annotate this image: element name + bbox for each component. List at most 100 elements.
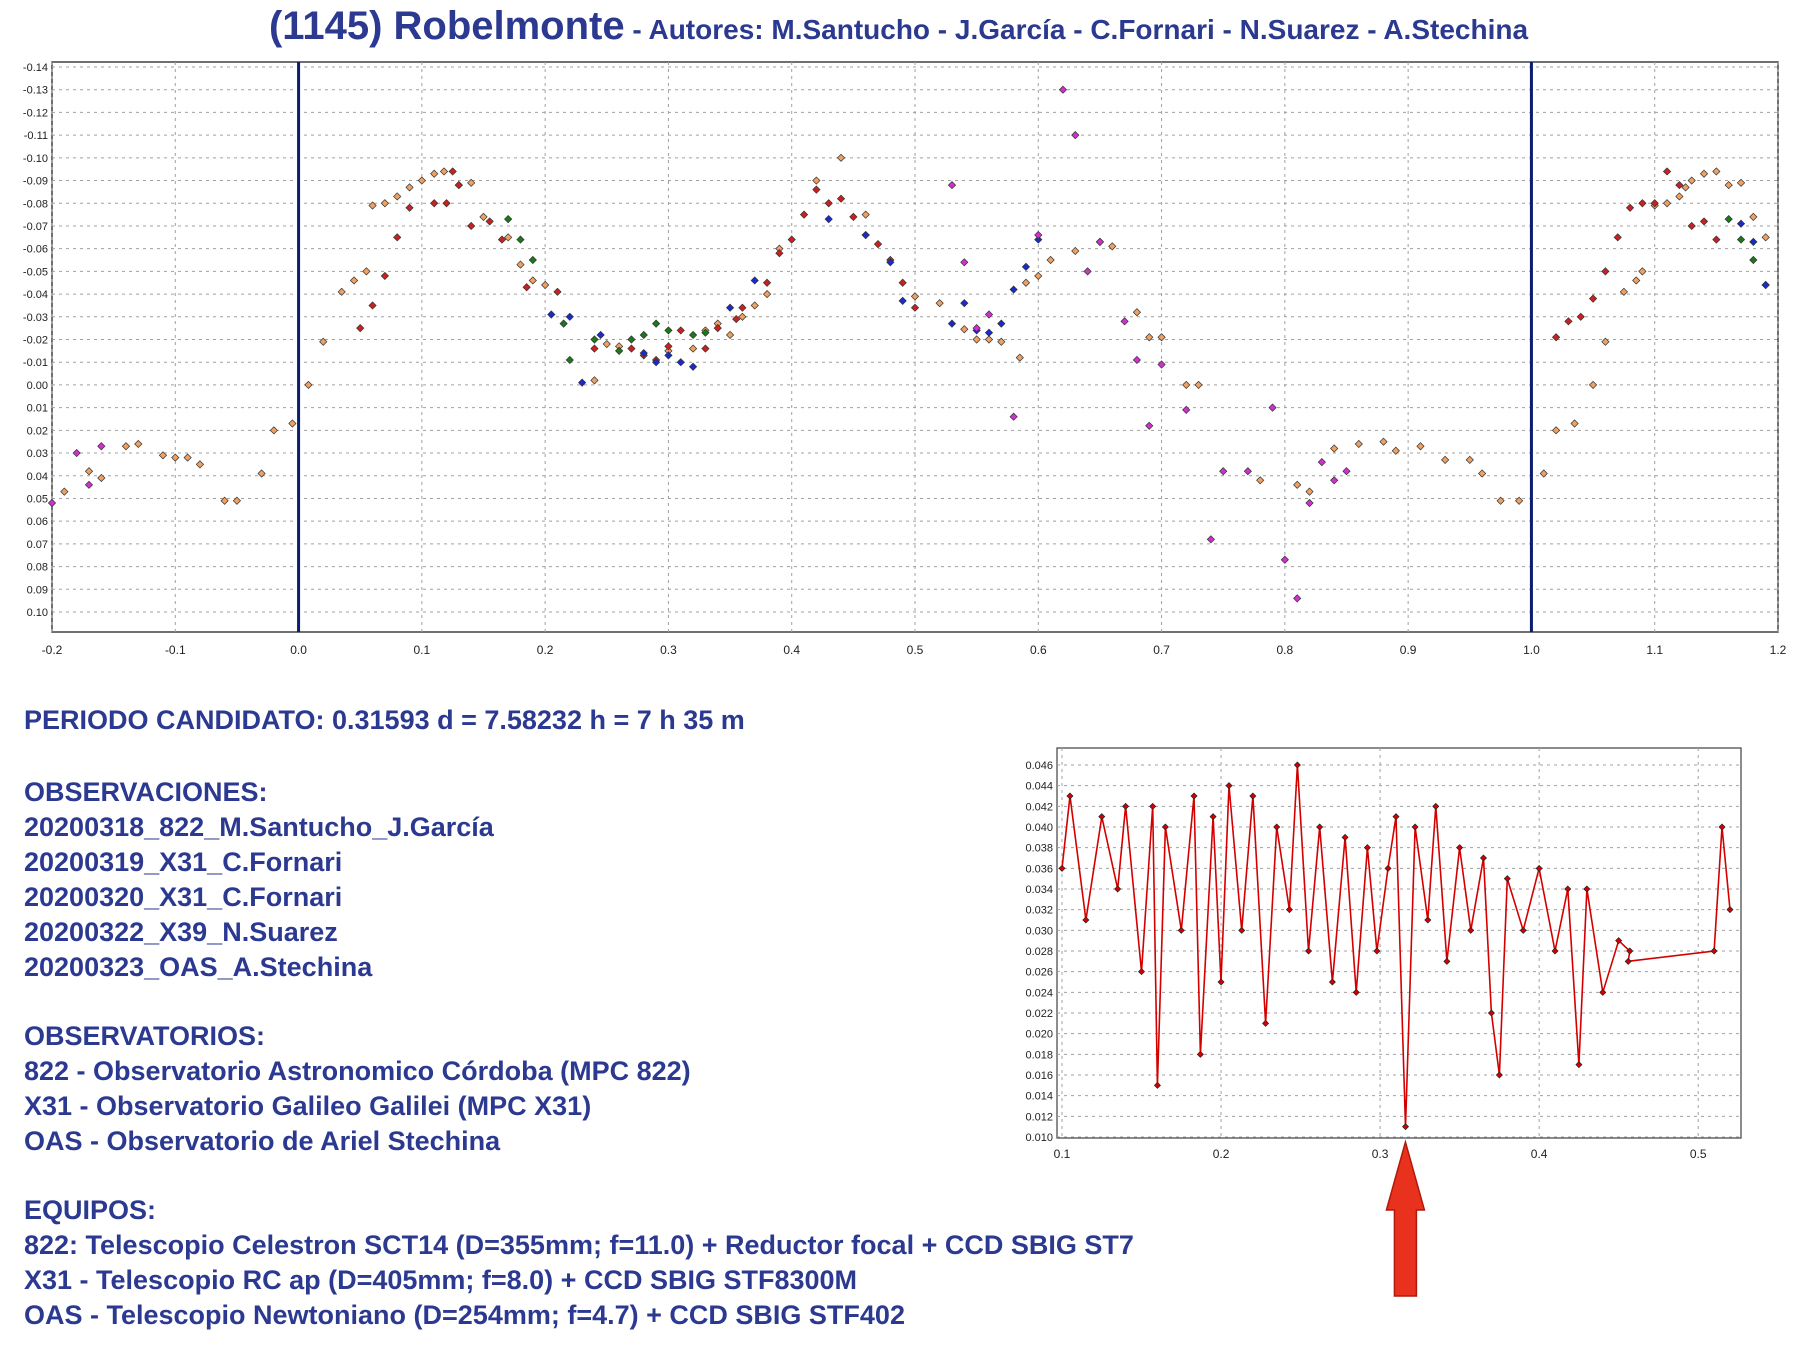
- data-point: [497, 235, 507, 244]
- data-point: [1132, 308, 1142, 317]
- periodogram-point: [1575, 1061, 1583, 1069]
- data-point: [1650, 199, 1659, 208]
- y-tick-label: 0.010: [1025, 1132, 1053, 1144]
- observacion-item: 20200320_X31_C.Fornari: [24, 882, 343, 912]
- x-tick-label: 0.6: [1030, 643, 1047, 657]
- data-point: [72, 448, 81, 458]
- periodogram-point: [1177, 926, 1185, 934]
- data-point: [349, 276, 359, 285]
- data-point: [1157, 333, 1166, 342]
- periodogram-point: [1262, 1019, 1270, 1027]
- data-point: [1724, 215, 1733, 224]
- observatorio-item: OAS - Observatorio de Ariel Stechina: [24, 1126, 501, 1156]
- data-point: [97, 442, 106, 451]
- observacion-item: 20200319_X31_C.Fornari: [24, 847, 343, 877]
- data-point: [688, 362, 698, 371]
- data-point: [1749, 255, 1758, 265]
- data-point: [269, 426, 279, 435]
- data-point: [701, 344, 710, 353]
- data-point: [972, 335, 981, 344]
- y-tick-label: -0.08: [23, 198, 48, 210]
- data-point: [676, 358, 685, 367]
- data-point: [547, 310, 556, 319]
- x-tick-label: 0.3: [660, 643, 677, 657]
- periodogram-point: [1238, 926, 1246, 934]
- periodogram-point: [1443, 957, 1451, 965]
- data-point: [1182, 405, 1191, 414]
- data-point: [997, 337, 1006, 346]
- data-point: [639, 330, 648, 340]
- x-tick-label: 0.2: [537, 643, 554, 657]
- data-point: [1354, 439, 1363, 449]
- data-point: [1305, 487, 1314, 496]
- data-point: [541, 280, 550, 290]
- data-point: [1687, 176, 1696, 185]
- y-tick-label: -0.04: [23, 289, 48, 301]
- data-point: [1551, 426, 1561, 435]
- data-point: [750, 276, 759, 285]
- periodogram-plot-area: [1056, 747, 1742, 1139]
- data-point: [1662, 199, 1672, 208]
- periodogram-point: [1138, 968, 1146, 976]
- data-point: [898, 278, 907, 287]
- x-tick-labels: -0.2 -0.1 0.0 0.1 0.2 0.3 0.4 0.5 0.6 0.7 0.8 0.9 1.…: [42, 643, 1787, 657]
- data-point: [1046, 255, 1055, 265]
- data-point: [528, 255, 537, 265]
- data-point: [1662, 167, 1672, 176]
- data-point: [1638, 267, 1647, 276]
- periodogram-y-tick-labels: 0.010 0.012 0.014 0.016 0.018 0.020 0.022 0.024…: [1025, 760, 1053, 1144]
- data-point: [898, 296, 907, 305]
- period-candidate: PERIODO CANDIDATO: 0.31593 d = 7.58232 h…: [24, 705, 745, 735]
- y-tick-label: 0.034: [1025, 884, 1053, 896]
- data-point: [750, 301, 759, 310]
- y-tick-label: -0.13: [23, 85, 48, 97]
- data-point: [565, 312, 574, 321]
- data-point: [1699, 169, 1709, 178]
- data-point: [947, 180, 957, 190]
- data-point: [1441, 455, 1450, 464]
- data-point: [1256, 476, 1265, 485]
- data-point: [984, 310, 994, 319]
- periodogram-point: [1487, 1009, 1495, 1017]
- data-point: [886, 258, 895, 267]
- periodogram-point: [1161, 823, 1169, 831]
- y-tick-label: -0.07: [23, 221, 48, 233]
- y-tick-label: 0.04: [27, 471, 48, 483]
- data-point: [1736, 235, 1746, 244]
- data-point: [485, 217, 494, 226]
- data-point: [1342, 467, 1351, 476]
- data-point: [602, 339, 611, 349]
- data-point: [368, 301, 377, 310]
- data-point: [1681, 183, 1690, 192]
- data-point: [652, 319, 661, 328]
- data-point: [516, 260, 525, 269]
- periodogram-point: [1352, 988, 1360, 996]
- y-tick-label: 0.046: [1025, 760, 1053, 772]
- data-point: [836, 194, 846, 203]
- x-tick-label: 0.9: [1400, 643, 1417, 657]
- data-point: [590, 344, 599, 353]
- data-point: [528, 276, 537, 285]
- data-point: [1724, 180, 1733, 190]
- y-tick-label: -0.01: [23, 357, 48, 369]
- data-point: [1551, 333, 1561, 342]
- observacion-item: 20200323_OAS_A.Stechina: [24, 952, 373, 982]
- x-tick-label: 0.3: [1372, 1147, 1389, 1161]
- x-tick-label: 0.0: [290, 643, 307, 657]
- y-tick-label: 0.018: [1025, 1049, 1053, 1061]
- y-tick-label: -0.02: [23, 335, 48, 347]
- y-tick-label: 0.07: [27, 539, 48, 551]
- observaciones-heading: OBSERVACIONES:: [24, 777, 268, 807]
- data-point: [1570, 419, 1579, 428]
- periodogram-point: [1432, 802, 1440, 810]
- periodogram-point: [1710, 947, 1718, 955]
- data-point: [479, 212, 488, 221]
- x-tick-label: 0.5: [1690, 1147, 1707, 1161]
- y-tick-label: -0.14: [23, 62, 48, 74]
- data-point: [1736, 219, 1746, 228]
- data-point: [1619, 287, 1628, 296]
- data-point: [442, 199, 451, 208]
- data-point: [1083, 267, 1092, 276]
- data-point: [1268, 403, 1277, 412]
